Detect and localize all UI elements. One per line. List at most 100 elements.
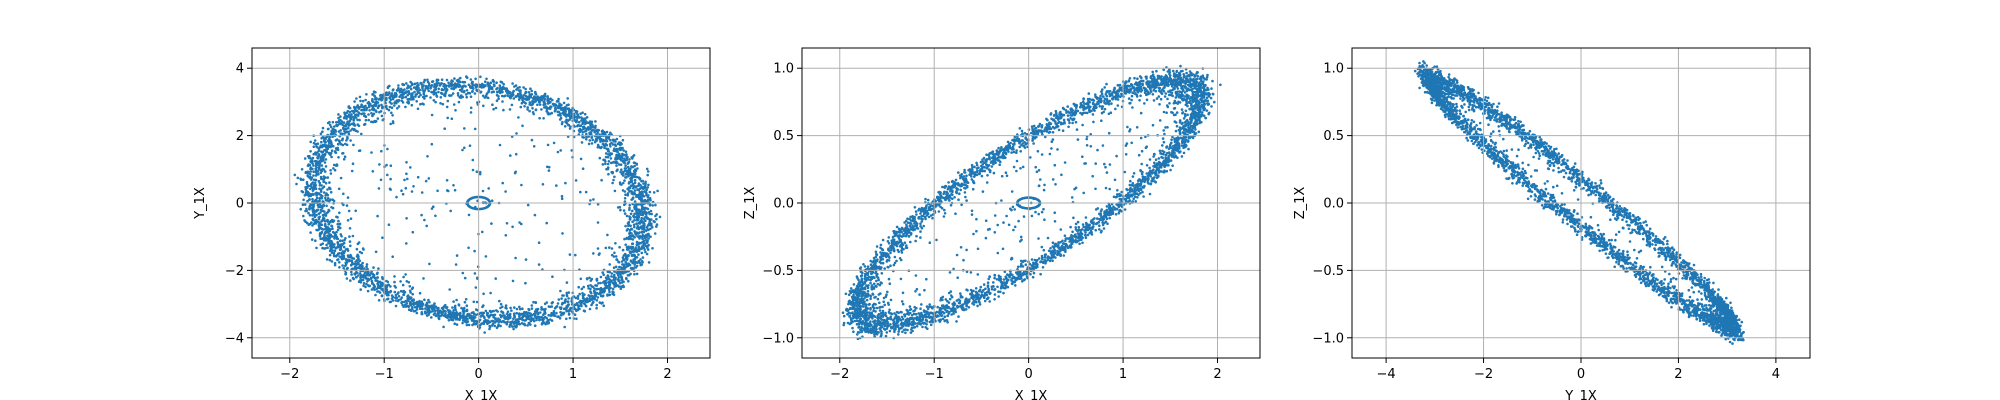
data-point: [393, 280, 396, 284]
data-point: [504, 190, 507, 193]
data-point: [462, 318, 466, 322]
data-point: [519, 91, 522, 95]
data-point: [619, 208, 622, 212]
data-point: [604, 155, 608, 159]
data-point: [324, 137, 327, 141]
data-point: [530, 138, 534, 142]
data-point: [498, 299, 501, 303]
data-point: [547, 165, 551, 169]
data-point: [404, 303, 407, 307]
data-point: [626, 165, 630, 169]
data-point: [646, 239, 649, 243]
data-point: [602, 158, 605, 162]
data-point: [461, 148, 464, 152]
data-point: [394, 293, 398, 297]
data-point: [540, 96, 543, 99]
data-point: [640, 216, 643, 220]
data-point: [340, 143, 343, 146]
data-point: [404, 186, 408, 190]
data-point: [639, 263, 642, 267]
data-point: [848, 307, 852, 310]
data-point: [393, 92, 397, 95]
data-point: [492, 315, 495, 319]
data-point: [565, 118, 568, 121]
data-point: [614, 283, 618, 287]
data-point: [419, 81, 423, 85]
data-point: [489, 291, 492, 295]
data-point: [617, 285, 621, 288]
data-point: [332, 144, 335, 148]
data-point: [338, 252, 341, 255]
data-point: [389, 122, 393, 126]
data-point: [444, 312, 447, 316]
data-point: [621, 189, 625, 192]
data-point: [522, 313, 525, 317]
data-point: [437, 314, 441, 317]
data-point: [331, 230, 335, 234]
data-point: [556, 302, 560, 305]
data-point: [309, 170, 313, 173]
data-point: [366, 289, 370, 293]
data-point: [520, 317, 523, 321]
data-point: [533, 213, 537, 217]
data-point: [415, 100, 419, 103]
data-point: [642, 234, 646, 238]
data-point: [592, 126, 595, 129]
data-point: [351, 234, 355, 238]
data-point: [318, 187, 321, 191]
data-point: [608, 154, 612, 157]
data-point: [363, 271, 367, 275]
data-point: [541, 183, 545, 186]
data-point: [423, 78, 427, 82]
data-point: [364, 98, 367, 102]
data-point: [1211, 79, 1214, 83]
data-point: [328, 187, 332, 190]
data-point: [413, 301, 417, 305]
data-point: [317, 147, 321, 151]
data-point: [1064, 250, 1067, 253]
data-point: [634, 260, 637, 263]
data-point: [599, 294, 603, 298]
data-point: [451, 80, 455, 83]
data-point: [523, 310, 526, 314]
data-point: [352, 257, 356, 260]
data-point: [310, 204, 313, 207]
data-point: [648, 212, 651, 216]
data-point: [550, 301, 554, 305]
data-point: [389, 164, 393, 167]
data-point: [635, 264, 639, 268]
data-point: [481, 189, 485, 193]
data-point: [1186, 113, 1189, 117]
data-point: [555, 184, 558, 187]
data-point: [366, 267, 369, 271]
data-point: [619, 163, 623, 166]
data-point: [585, 137, 588, 141]
data-point: [644, 250, 647, 254]
data-point: [590, 136, 593, 139]
data-point: [591, 285, 594, 289]
data-point: [509, 321, 512, 324]
data-point: [471, 86, 475, 90]
data-point: [559, 149, 562, 152]
data-point: [461, 307, 465, 311]
data-point: [502, 319, 505, 323]
data-point: [540, 306, 543, 309]
data-point: [531, 103, 534, 106]
data-point: [308, 163, 312, 167]
data-point: [473, 249, 476, 253]
data-point: [441, 102, 445, 106]
data-point: [453, 311, 456, 315]
data-point: [564, 105, 567, 109]
data-point: [488, 85, 491, 88]
data-point: [422, 92, 426, 96]
data-point: [543, 94, 547, 97]
data-point: [401, 283, 405, 287]
data-point: [469, 106, 473, 110]
data-point: [321, 167, 325, 171]
data-point: [546, 143, 550, 147]
data-point: [608, 246, 611, 249]
data-point: [345, 139, 348, 142]
data-point: [388, 187, 392, 191]
data-point: [585, 135, 588, 139]
data-point: [452, 184, 455, 187]
